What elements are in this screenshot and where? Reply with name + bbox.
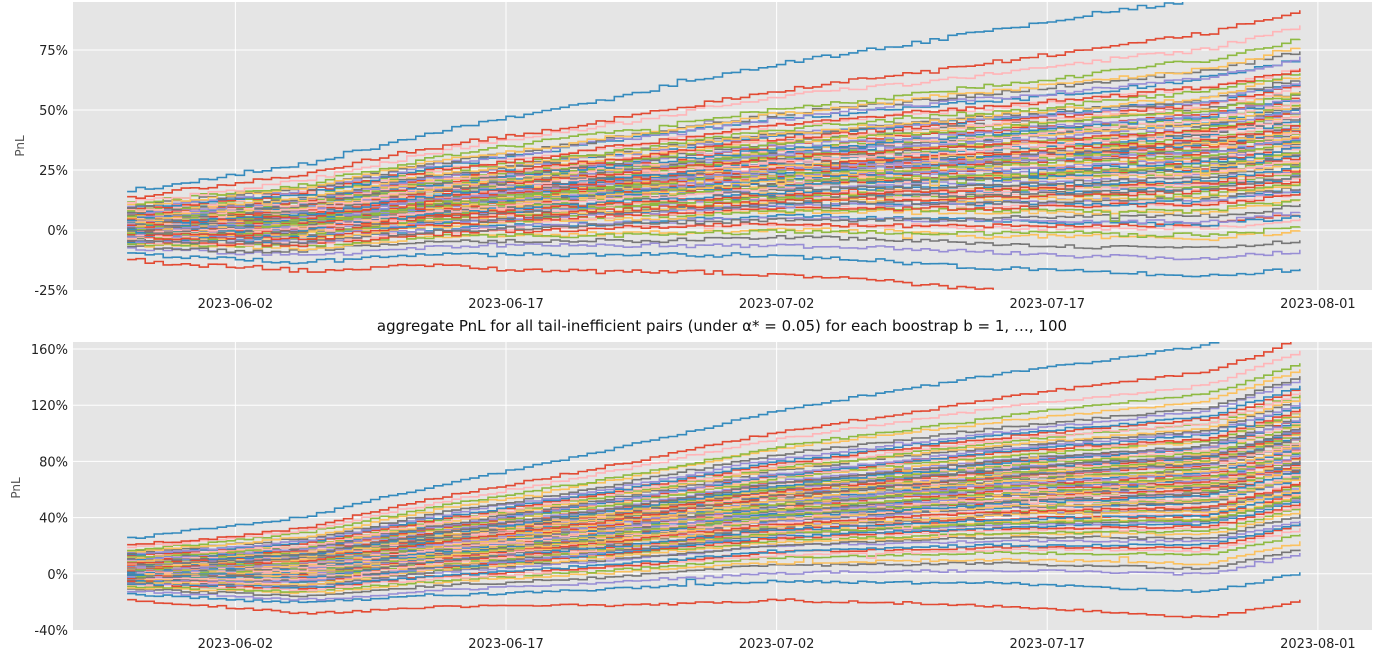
bootstrap-series-line <box>127 523 1301 589</box>
bootstrap-series-line <box>127 553 1301 601</box>
bootstrap-series-line <box>127 510 1301 586</box>
bootstrap-series-line <box>127 392 1301 557</box>
bottom-y-axis-label: PnL <box>9 477 23 499</box>
y-tick-label: 75% <box>39 44 68 59</box>
y-tick-label: 0% <box>47 568 68 583</box>
bootstrap-series-line <box>127 369 1301 553</box>
y-tick-label: 0% <box>47 224 68 239</box>
x-tick-label: 2023-07-17 <box>1009 297 1085 312</box>
x-tick-label: 2023-07-02 <box>739 637 815 652</box>
bootstrap-series-line <box>127 419 1301 563</box>
y-tick-label: 50% <box>39 104 68 119</box>
x-tick-label: 2023-07-02 <box>739 297 815 312</box>
bootstrap-series-line <box>127 242 1301 261</box>
top-y-axis-label: PnL <box>13 135 27 157</box>
bootstrap-series-line <box>127 164 1301 234</box>
x-tick-label: 2023-08-01 <box>1280 297 1356 312</box>
bootstrap-series-line <box>127 51 1301 209</box>
top-y-ticks: -25% 0% 25% 50% 75% <box>34 44 68 299</box>
bootstrap-series-line <box>127 159 1301 233</box>
bootstrap-series-line <box>127 77 1301 213</box>
bootstrap-series-line <box>127 572 1301 604</box>
bootstrap-series-line <box>127 257 994 290</box>
y-tick-label: 80% <box>39 455 68 470</box>
bootstrap-series-line <box>127 226 1301 248</box>
bootstrap-series-line <box>127 204 1301 246</box>
top-series-lines <box>127 2 1301 290</box>
x-tick-label: 2023-06-17 <box>468 637 544 652</box>
bootstrap-series-line <box>127 456 1301 572</box>
bootstrap-series-line <box>127 68 1301 210</box>
bootstrap-series-line <box>127 10 1301 199</box>
bootstrap-series-line <box>127 342 1292 546</box>
bottom-y-ticks: -40% 0% 40% 80% 120% 160% <box>31 343 68 639</box>
bootstrap-series-line <box>127 598 1301 619</box>
bootstrap-series-line <box>127 363 1301 552</box>
bootstrap-series-line <box>127 47 1301 206</box>
bootstrap-series-line <box>127 25 1301 204</box>
x-tick-label: 2023-06-02 <box>198 637 274 652</box>
y-tick-label: 40% <box>39 512 68 527</box>
bootstrap-series-line <box>127 160 1301 231</box>
x-tick-label: 2023-06-02 <box>198 297 274 312</box>
bottom-chart-title: aggregate PnL for all tail-inefficient p… <box>377 317 1067 335</box>
y-tick-label: 160% <box>31 343 68 358</box>
y-tick-label: -25% <box>34 284 68 299</box>
bootstrap-series-line <box>127 528 1301 592</box>
bootstrap-series-line <box>127 235 1301 254</box>
bootstrap-series-line <box>127 93 1301 218</box>
bootstrap-series-line <box>127 379 1301 555</box>
bootstrap-series-line <box>127 2 1184 193</box>
bootstrap-series-line <box>127 415 1301 561</box>
bootstrap-series-line <box>127 549 1301 598</box>
top-x-ticks: 2023-06-02 2023-06-17 2023-07-02 2023-07-17… <box>198 297 1356 312</box>
bootstrap-series-line <box>127 252 1301 278</box>
bootstrap-series-line <box>127 350 1301 549</box>
x-tick-label: 2023-06-17 <box>468 297 544 312</box>
bottom-x-ticks: 2023-06-02 2023-06-17 2023-07-02 2023-07-17… <box>198 637 1356 652</box>
bootstrap-series-line <box>127 38 1301 206</box>
y-tick-label: 120% <box>31 399 68 414</box>
bootstrap-series-line <box>127 402 1301 561</box>
bootstrap-series-line <box>127 342 1229 539</box>
bottom-chart: -40% 0% 40% 80% 120% 160% 2023-06-02 2023-06-1… <box>9 342 1372 652</box>
y-tick-label: 25% <box>39 164 68 179</box>
bootstrap-series-line <box>127 541 1301 595</box>
bottom-series-lines <box>127 342 1301 619</box>
x-tick-label: 2023-08-01 <box>1280 637 1356 652</box>
y-tick-label: -40% <box>34 624 68 639</box>
x-tick-label: 2023-07-17 <box>1009 637 1085 652</box>
top-chart: -25%0%25%50%75% 2023-06-02 2023-06-17 2023… <box>13 2 1372 312</box>
bootstrap-series-line <box>127 399 1301 560</box>
